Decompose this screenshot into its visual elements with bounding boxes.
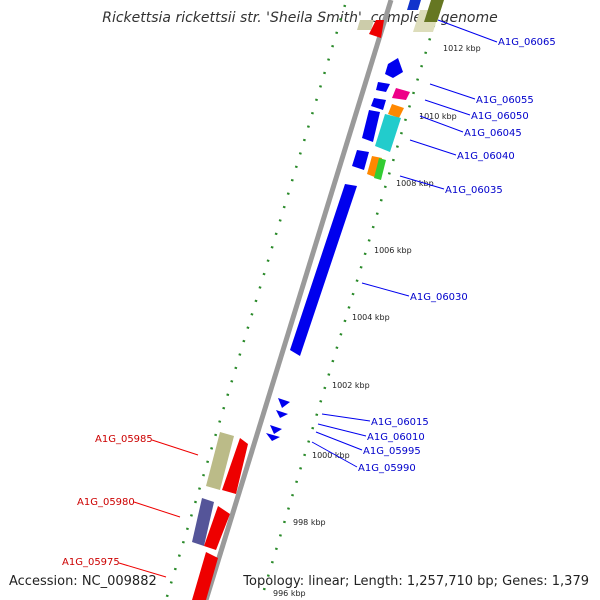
gene-label: A1G_05995: [363, 446, 421, 457]
gene-block: [357, 20, 374, 30]
kbp-label: 996 kbp: [273, 589, 306, 598]
kbp-label: 1000 kbp: [312, 451, 350, 460]
leader-line: [118, 562, 167, 578]
gene-label: A1G_06055: [476, 95, 534, 106]
kbp-label: 1004 kbp: [352, 313, 390, 322]
gene-block: [270, 425, 282, 434]
kbp-label: 1012 kbp: [443, 44, 481, 53]
gene-block: [388, 104, 404, 118]
gene-block: [369, 20, 384, 38]
gene-label: A1G_06035: [445, 185, 503, 196]
gene-block: [278, 398, 290, 408]
kbp-label: 1010 kbp: [419, 112, 457, 121]
leader-line: [409, 139, 457, 156]
kbp-label: 1002 kbp: [332, 381, 370, 390]
kbp-label: 1008 kbp: [396, 179, 434, 188]
gene-block: [290, 184, 357, 356]
gene-block: [276, 410, 288, 418]
leader-line: [317, 423, 367, 437]
leader-line: [429, 83, 476, 100]
gene-block: [392, 88, 410, 100]
leader-line: [419, 115, 464, 133]
gene-label: A1G_06065: [498, 37, 556, 48]
gene-block: [204, 506, 230, 550]
gene-block: [371, 98, 386, 110]
kbp-label: 998 kbp: [293, 518, 326, 527]
gene-label: A1G_05985: [95, 434, 153, 445]
leader-line: [151, 439, 199, 456]
kbp-label: 1006 kbp: [374, 246, 412, 255]
gene-block: [375, 114, 401, 152]
leader-line: [311, 441, 358, 468]
leader-line: [361, 282, 410, 297]
gene-block: [352, 150, 369, 170]
gene-block: [362, 110, 380, 142]
gene-block: [192, 552, 218, 600]
left-tick-row: [164, 4, 347, 600]
gene-block: [222, 438, 248, 494]
gene-label: A1G_06030: [410, 292, 468, 303]
gene-label: A1G_05975: [62, 557, 120, 568]
reverse-gene-blocks: [192, 432, 248, 600]
leader-line: [437, 19, 498, 43]
forward-gene-blocks: [266, 0, 444, 441]
gene-label: A1G_06015: [371, 417, 429, 428]
gene-block: [407, 0, 421, 10]
reverse-leader-lines: [118, 439, 199, 578]
gene-block: [206, 432, 234, 490]
gene-label: A1G_06045: [464, 128, 522, 139]
forward-leader-lines: [311, 19, 498, 468]
forward-gene-labels: A1G_06065 A1G_06055 A1G_06050 A1G_06045 …: [358, 37, 556, 474]
gene-label: A1G_06050: [471, 111, 529, 122]
leader-line: [399, 175, 445, 190]
page-title: Rickettsia rickettsii str. 'Sheila Smith…: [102, 10, 498, 26]
gene-block: [376, 82, 390, 92]
gene-block: [374, 158, 386, 180]
right-tick-row: [262, 24, 436, 591]
gene-label: A1G_05980: [77, 497, 135, 508]
leader-line: [424, 99, 471, 116]
gene-block: [192, 498, 214, 546]
gene-label: A1G_05990: [358, 463, 416, 474]
gene-label: A1G_06010: [367, 432, 425, 443]
gene-block: [266, 433, 280, 441]
gene-block: [424, 0, 444, 22]
kbp-labels: 996 kbp 998 kbp 1000 kbp 1002 kbp 1004 k…: [273, 44, 481, 598]
leader-line: [315, 431, 363, 451]
leader-line: [321, 413, 371, 422]
accession-text: Accession: NC_009882: [9, 574, 157, 589]
genome-axis: [203, 0, 394, 600]
genome-summary: Topology: linear; Length: 1,257,710 bp; …: [243, 574, 589, 589]
gene-label: A1G_06040: [457, 151, 515, 162]
leader-line: [133, 501, 181, 518]
gene-block: [385, 58, 403, 78]
reverse-gene-labels: A1G_05985 A1G_05980 A1G_05975: [62, 434, 153, 568]
